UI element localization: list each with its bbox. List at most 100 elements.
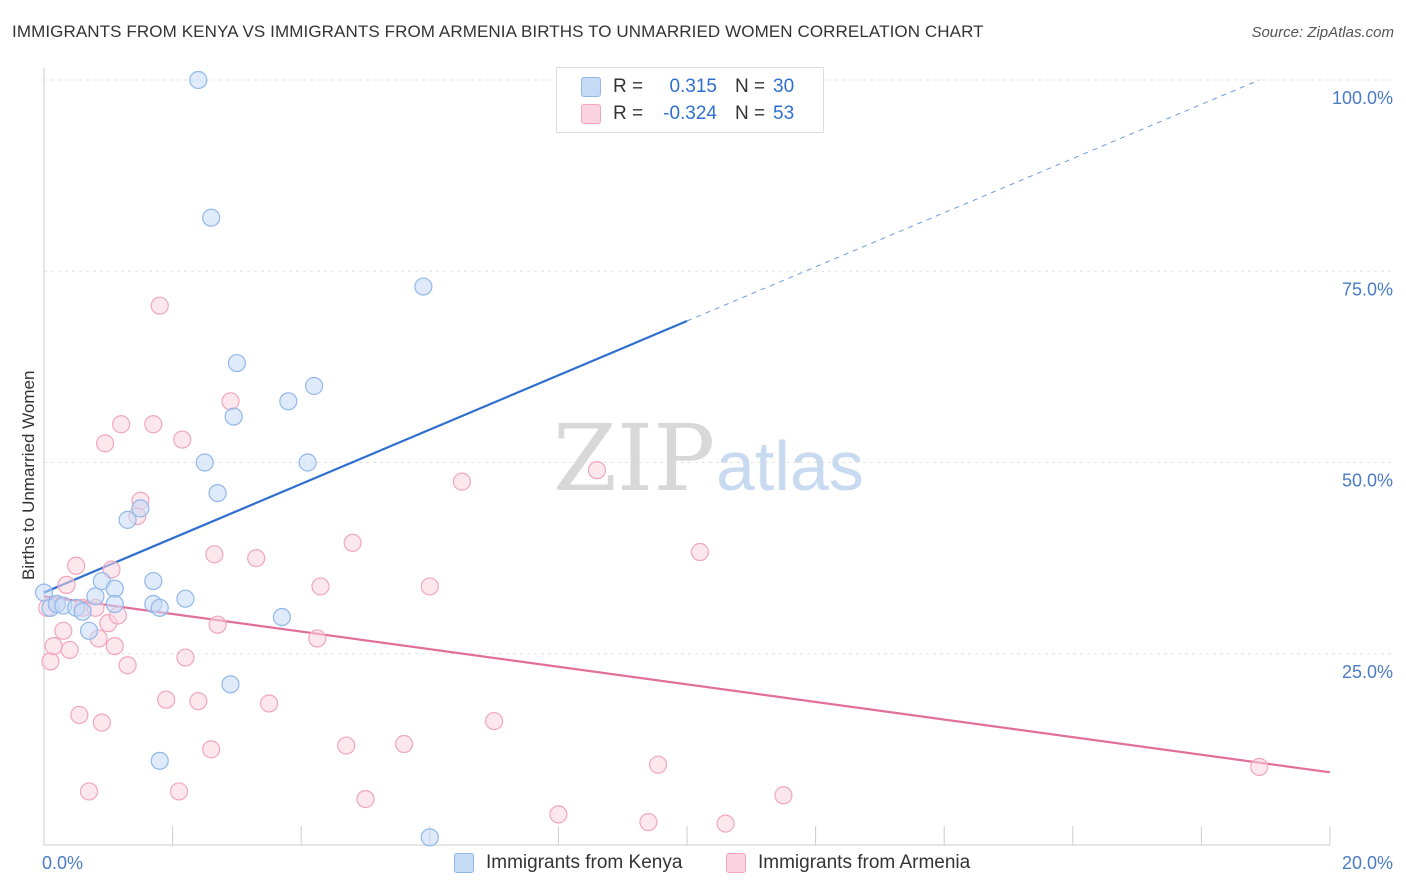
legend-row-armenia: R = -0.324 N = 53 (581, 101, 794, 127)
y-tick-label: 75.0% (1342, 279, 1393, 299)
armenia-point (690, 542, 709, 562)
armenia-point (67, 556, 86, 575)
armenia-point (452, 472, 472, 491)
armenia-point (311, 577, 330, 596)
armenia-point (549, 805, 568, 824)
kenya-point (279, 392, 298, 411)
kenya-point (150, 751, 169, 770)
chart-title: IMMIGRANTS FROM KENYA VS IMMIGRANTS FROM… (12, 22, 984, 41)
armenia-point (112, 415, 131, 434)
correlation-legend: R = 0.315 N = 30 R = -0.324 N = 53 (556, 67, 824, 133)
legend-kenya: Immigrants from Kenya (454, 852, 682, 874)
kenya-point (304, 376, 324, 396)
armenia-point (337, 736, 356, 755)
armenia-point (639, 812, 658, 832)
kenya-point (144, 571, 163, 591)
kenya-point (131, 499, 150, 518)
kenya-point (150, 598, 169, 617)
r-value: -0.324 (663, 103, 717, 124)
svg-text:atlas: atlas (716, 427, 864, 505)
svg-text:ZIP: ZIP (553, 405, 715, 512)
armenia-point (118, 656, 137, 675)
armenia-point (420, 577, 439, 596)
armenia-trend-line (43, 595, 1331, 774)
gridlines (44, 79, 1392, 655)
armenia-point (157, 690, 176, 709)
legend-row-kenya: R = 0.315 N = 30 (581, 74, 794, 100)
kenya-point (189, 70, 208, 90)
armenia-point (57, 575, 76, 595)
legend-armenia: Immigrants from Armenia (726, 852, 970, 874)
armenia-point (60, 640, 79, 660)
armenia-point (176, 648, 195, 667)
armenia-point (343, 533, 362, 552)
x-tick-label: 0.0% (42, 853, 83, 873)
kenya-point (73, 602, 92, 621)
armenia-point (221, 392, 240, 411)
armenia-point (208, 615, 227, 634)
armenia-point (79, 782, 99, 801)
kenya-point (176, 589, 195, 608)
armenia-point (169, 782, 189, 801)
kenya-legend-swatch (454, 853, 474, 873)
kenya-point (298, 453, 317, 472)
armenia-point (70, 705, 89, 725)
armenia-point (144, 415, 163, 434)
armenia-point (173, 430, 192, 449)
kenya-point (118, 510, 137, 529)
armenia-point (92, 713, 111, 732)
r-value: 0.315 (669, 76, 717, 97)
n-value: 53 (773, 103, 795, 124)
armenia-point (648, 755, 668, 774)
armenia-point (205, 545, 224, 564)
n-value: 30 (773, 76, 795, 97)
armenia-point (44, 636, 63, 656)
armenia-point (485, 711, 504, 731)
kenya-point (221, 675, 240, 694)
x-tick-labels: 0.0% 20.0% (42, 853, 1393, 873)
armenia-point (1250, 757, 1269, 777)
armenia-point (54, 621, 73, 640)
kenya-point (105, 594, 124, 614)
kenya-point (414, 277, 433, 296)
kenya-legend-label: Immigrants from Kenya (486, 852, 683, 873)
armenia-point (774, 786, 793, 805)
chart-source: Source: ZipAtlas.com (1251, 24, 1394, 41)
armenia-point (394, 734, 414, 754)
data-points (34, 70, 1269, 847)
kenya-point (34, 583, 54, 602)
kenya-point (227, 353, 246, 373)
kenya-trend-extension (686, 79, 1260, 322)
kenya-point (195, 453, 214, 472)
r-label: R = (613, 103, 644, 124)
zipatlas-watermark: ZIP atlas (553, 405, 864, 512)
armenia-point (308, 629, 327, 648)
kenya-point (224, 407, 243, 426)
x-tick-label: 20.0% (1342, 853, 1393, 873)
armenia-legend-label: Immigrants from Armenia (758, 852, 971, 873)
armenia-point (202, 740, 221, 759)
armenia-point (105, 636, 124, 656)
kenya-point (86, 587, 105, 606)
armenia-point (150, 296, 169, 315)
y-tick-label: 100.0% (1332, 88, 1393, 108)
armenia-point (189, 692, 208, 711)
kenya-point (272, 607, 292, 627)
trend-lines (43, 79, 1331, 774)
n-label: N = (735, 103, 766, 124)
kenya-point (79, 621, 99, 640)
armenia-point (259, 694, 279, 713)
armenia-point (587, 461, 607, 480)
armenia-point (41, 652, 60, 671)
armenia-point (356, 789, 375, 809)
n-label: N = (735, 76, 766, 97)
kenya-point (202, 208, 221, 227)
kenya-point (105, 579, 124, 598)
y-axis-title: Births to Unmarried Women (19, 371, 38, 580)
kenya-point (420, 828, 439, 847)
armenia-swatch (581, 104, 601, 124)
kenya-swatch (581, 77, 601, 97)
kenya-trend-line (43, 319, 688, 594)
y-tick-label: 25.0% (1342, 662, 1393, 682)
